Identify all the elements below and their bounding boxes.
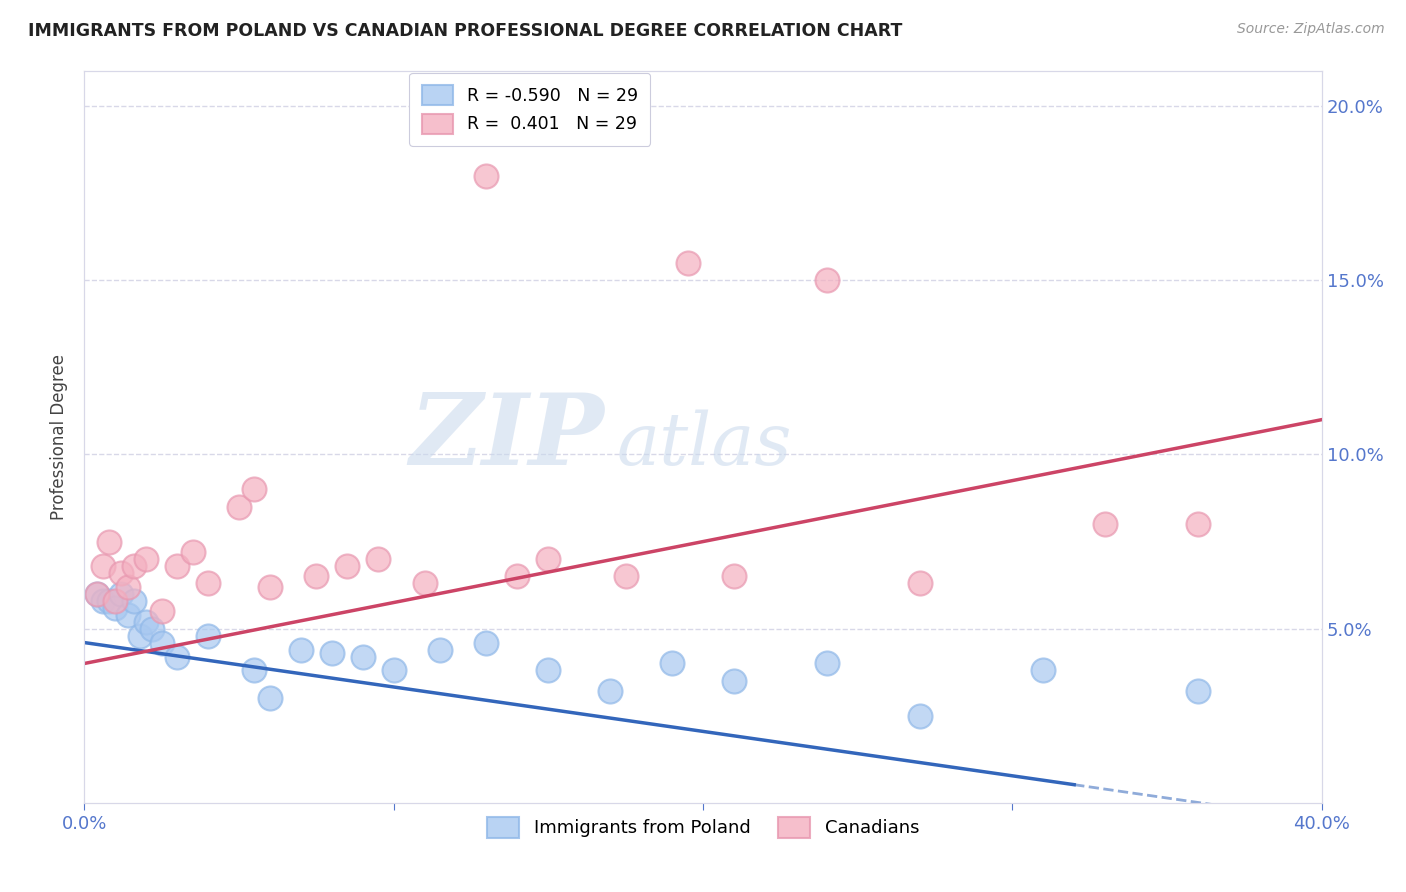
- Text: IMMIGRANTS FROM POLAND VS CANADIAN PROFESSIONAL DEGREE CORRELATION CHART: IMMIGRANTS FROM POLAND VS CANADIAN PROFE…: [28, 22, 903, 40]
- Point: [166, 558, 188, 573]
- Point: [122, 594, 145, 608]
- Point: [135, 615, 157, 629]
- Point: [321, 646, 343, 660]
- Point: [367, 552, 389, 566]
- Point: [122, 558, 145, 573]
- Point: [1187, 517, 1209, 532]
- Point: [197, 629, 219, 643]
- Point: [676, 256, 699, 270]
- Point: [129, 629, 152, 643]
- Text: atlas: atlas: [616, 409, 792, 480]
- Point: [117, 607, 139, 622]
- Point: [537, 552, 560, 566]
- Point: [243, 664, 266, 678]
- Point: [243, 483, 266, 497]
- Point: [475, 635, 498, 649]
- Point: [104, 594, 127, 608]
- Legend: Immigrants from Poland, Canadians: Immigrants from Poland, Canadians: [477, 806, 929, 848]
- Point: [413, 576, 436, 591]
- Point: [135, 552, 157, 566]
- Point: [141, 622, 163, 636]
- Point: [228, 500, 250, 514]
- Text: ZIP: ZIP: [409, 389, 605, 485]
- Point: [259, 580, 281, 594]
- Point: [908, 708, 931, 723]
- Point: [166, 649, 188, 664]
- Point: [506, 569, 529, 583]
- Point: [723, 569, 745, 583]
- Point: [352, 649, 374, 664]
- Point: [290, 642, 312, 657]
- Point: [91, 558, 114, 573]
- Point: [110, 587, 132, 601]
- Point: [1032, 664, 1054, 678]
- Point: [259, 691, 281, 706]
- Point: [197, 576, 219, 591]
- Point: [86, 587, 108, 601]
- Point: [110, 566, 132, 580]
- Point: [429, 642, 451, 657]
- Point: [723, 673, 745, 688]
- Point: [305, 569, 328, 583]
- Point: [150, 604, 173, 618]
- Point: [98, 534, 121, 549]
- Point: [150, 635, 173, 649]
- Point: [104, 600, 127, 615]
- Point: [1187, 684, 1209, 698]
- Point: [614, 569, 637, 583]
- Point: [661, 657, 683, 671]
- Point: [86, 587, 108, 601]
- Point: [91, 594, 114, 608]
- Point: [117, 580, 139, 594]
- Y-axis label: Professional Degree: Professional Degree: [51, 354, 69, 520]
- Point: [1094, 517, 1116, 532]
- Point: [181, 545, 204, 559]
- Point: [336, 558, 359, 573]
- Point: [599, 684, 621, 698]
- Point: [537, 664, 560, 678]
- Point: [475, 169, 498, 183]
- Text: Source: ZipAtlas.com: Source: ZipAtlas.com: [1237, 22, 1385, 37]
- Point: [908, 576, 931, 591]
- Point: [382, 664, 405, 678]
- Point: [98, 594, 121, 608]
- Point: [815, 657, 838, 671]
- Point: [815, 273, 838, 287]
